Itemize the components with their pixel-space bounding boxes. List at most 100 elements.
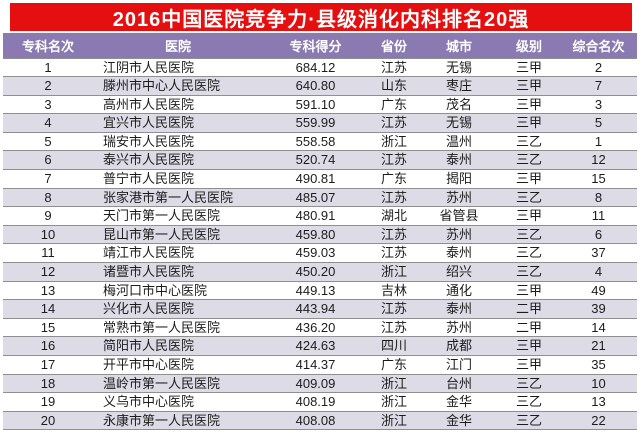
cell-overall-rank: 4: [560, 262, 637, 282]
cell-overall-rank: 7: [560, 76, 637, 96]
cell-city: 通化: [420, 280, 498, 300]
cell-province: 江苏: [368, 150, 420, 170]
cell-province: 浙江: [368, 262, 420, 282]
cell-hospital: 简阳市人民医院: [93, 336, 263, 356]
table-row: 18 温岭市第一人民医院 409.09 浙江 台州 三乙 10: [3, 373, 637, 393]
cell-province: 江苏: [368, 57, 420, 77]
cell-overall-rank: 15: [560, 169, 637, 189]
cell-score: 591.10: [263, 94, 368, 114]
cell-hospital: 义乌市中心医院: [93, 392, 263, 412]
cell-rank: 8: [3, 187, 93, 207]
column-header-level: 级别: [498, 33, 560, 58]
cell-province: 山东: [368, 76, 420, 96]
cell-city: 茂名: [420, 94, 498, 114]
cell-score: 520.74: [263, 150, 368, 170]
table-row: 4 宜兴市人民医院 559.99 江苏 无锡 三甲 5: [3, 113, 637, 133]
cell-overall-rank: 39: [560, 299, 637, 319]
cell-hospital: 普宁市人民医院: [93, 169, 263, 189]
cell-rank: 15: [3, 317, 93, 337]
cell-score: 449.13: [263, 280, 368, 300]
cell-hospital: 张家港市第一人民医院: [93, 187, 263, 207]
cell-rank: 13: [3, 280, 93, 300]
cell-province: 四川: [368, 336, 420, 356]
cell-overall-rank: 37: [560, 243, 637, 263]
cell-level: 三甲: [498, 355, 560, 375]
cell-score: 443.94: [263, 299, 368, 319]
cell-province: 江苏: [368, 113, 420, 133]
cell-city: 成都: [420, 336, 498, 356]
cell-province: 江苏: [368, 317, 420, 337]
cell-province: 江苏: [368, 299, 420, 319]
cell-score: 459.80: [263, 224, 368, 244]
cell-city: 泰州: [420, 150, 498, 170]
cell-score: 558.58: [263, 131, 368, 151]
cell-level: 三甲: [498, 280, 560, 300]
cell-rank: 18: [3, 373, 93, 393]
cell-score: 409.09: [263, 373, 368, 393]
cell-province: 江苏: [368, 224, 420, 244]
cell-hospital: 靖江市人民医院: [93, 243, 263, 263]
cell-city: 金华: [420, 392, 498, 412]
cell-rank: 20: [3, 410, 93, 430]
cell-score: 490.81: [263, 169, 368, 189]
table-row: 15 常熟市第一人民医院 436.20 江苏 苏州 二甲 14: [3, 317, 637, 337]
cell-city: 台州: [420, 373, 498, 393]
cell-level: 三甲: [498, 113, 560, 133]
cell-province: 浙江: [368, 373, 420, 393]
table-row: 1 江阴市人民医院 684.12 江苏 无锡 三甲 2: [3, 57, 637, 77]
cell-overall-rank: 14: [560, 317, 637, 337]
cell-rank: 12: [3, 262, 93, 282]
cell-rank: 3: [3, 94, 93, 114]
cell-overall-rank: 3: [560, 94, 637, 114]
cell-score: 408.19: [263, 392, 368, 412]
cell-hospital: 昆山市第一人民医院: [93, 224, 263, 244]
column-header-province: 省份: [368, 33, 420, 58]
cell-overall-rank: 10: [560, 373, 637, 393]
cell-rank: 2: [3, 76, 93, 96]
cell-city: 无锡: [420, 113, 498, 133]
table-row: 5 瑞安市人民医院 558.58 浙江 温州 三乙 1: [3, 131, 637, 151]
cell-level: 三乙: [498, 187, 560, 207]
cell-hospital: 滕州市中心人民医院: [93, 76, 263, 96]
cell-rank: 16: [3, 336, 93, 356]
cell-city: 枣庄: [420, 76, 498, 96]
cell-hospital: 瑞安市人民医院: [93, 131, 263, 151]
table-row: 11 靖江市人民医院 459.03 江苏 泰州 三乙 37: [3, 243, 637, 263]
table-row: 8 张家港市第一人民医院 485.07 江苏 苏州 三乙 8: [3, 187, 637, 207]
table-row: 6 泰兴市人民医院 520.74 江苏 泰州 三乙 12: [3, 150, 637, 170]
cell-rank: 14: [3, 299, 93, 319]
cell-level: 三甲: [498, 94, 560, 114]
table-row: 9 天门市第一人民医院 480.91 湖北 省管县 三甲 11: [3, 206, 637, 226]
cell-city: 金华: [420, 410, 498, 430]
cell-level: 二甲: [498, 317, 560, 337]
cell-overall-rank: 35: [560, 355, 637, 375]
cell-city: 温州: [420, 131, 498, 151]
cell-province: 广东: [368, 94, 420, 114]
cell-overall-rank: 21: [560, 336, 637, 356]
table-row: 13 梅河口市中心医院 449.13 吉林 通化 三甲 49: [3, 280, 637, 300]
ranking-table-container: 专科名次 医院 专科得分 省份 城市 级别 综合名次 1 江阴市人民医院 684.12 江苏 无锡三…: [3, 33, 637, 430]
cell-province: 浙江: [368, 131, 420, 151]
cell-rank: 19: [3, 392, 93, 412]
table-header: 专科名次 医院 专科得分 省份 城市 级别 综合名次: [3, 33, 637, 58]
cell-hospital: 高州市人民医院: [93, 94, 263, 114]
cell-hospital: 温岭市第一人民医院: [93, 373, 263, 393]
cell-province: 广东: [368, 355, 420, 375]
cell-hospital: 兴化市人民医院: [93, 299, 263, 319]
table-row: 19 义乌市中心医院 408.19 浙江 金华 三乙 13: [3, 392, 637, 412]
table-row: 17 开平市中心医院 414.37 广东 江门 三甲 35: [3, 355, 637, 375]
cell-rank: 1: [3, 57, 93, 77]
cell-hospital: 泰兴市人民医院: [93, 150, 263, 170]
cell-level: 三甲: [498, 336, 560, 356]
table-row: 16 简阳市人民医院 424.63 四川 成都 三甲 21: [3, 336, 637, 356]
cell-level: 三乙: [498, 410, 560, 430]
page-title: 2016中国医院竞争力·县级消化内科排名20强: [10, 3, 632, 31]
cell-score: 408.08: [263, 410, 368, 430]
column-header-rank: 专科名次: [3, 33, 93, 58]
cell-province: 浙江: [368, 392, 420, 412]
cell-city: 绍兴: [420, 262, 498, 282]
cell-hospital: 诸暨市人民医院: [93, 262, 263, 282]
cell-rank: 10: [3, 224, 93, 244]
cell-hospital: 常熟市第一人民医院: [93, 317, 263, 337]
cell-level: 三乙: [498, 392, 560, 412]
